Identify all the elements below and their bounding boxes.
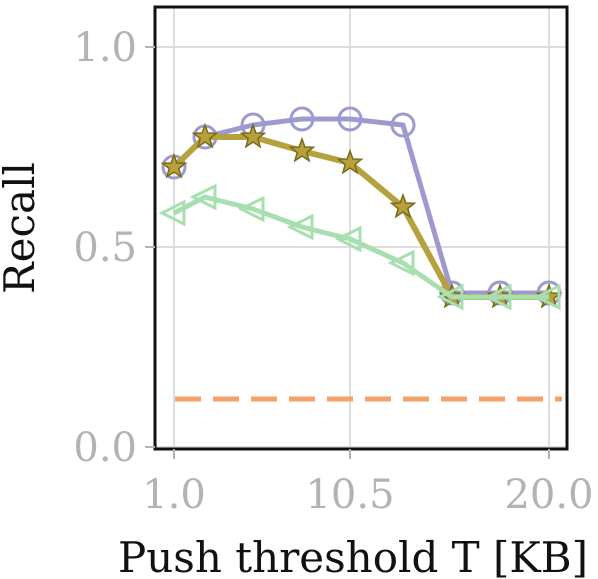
ticks: 0.0 0.5 1.0 1.0 10.5 20.0	[73, 25, 593, 518]
data-point-triangle	[484, 283, 512, 311]
y-tick-label: 1.0	[73, 25, 137, 71]
data-point-star	[191, 122, 219, 149]
series-line	[172, 116, 549, 296]
data-point-circle	[390, 112, 416, 138]
data-point-star	[389, 192, 417, 219]
data-point-circle	[337, 106, 363, 132]
data-point-star	[160, 152, 188, 179]
series-1	[160, 122, 563, 309]
data-point-triangle	[158, 199, 186, 227]
y-tick-label: 0.5	[73, 225, 137, 271]
series-layer	[158, 106, 563, 402]
y-tick-label: 0.0	[73, 425, 137, 471]
data-point-triangle	[436, 283, 464, 311]
data-point-star	[336, 148, 364, 175]
x-axis-title: Push threshold T [KB]	[118, 533, 588, 579]
x-tick-label: 10.5	[305, 472, 394, 518]
data-point-triangle	[286, 213, 314, 241]
data-point-star	[288, 136, 316, 163]
data-point-star	[239, 122, 267, 149]
data-point-triangle	[533, 283, 561, 311]
series-line	[171, 134, 549, 300]
series-2	[158, 183, 561, 311]
grid	[155, 7, 567, 449]
data-point-triangle	[387, 249, 415, 277]
data-point-triangle	[334, 225, 362, 253]
x-tick-label: 20.0	[504, 472, 593, 518]
data-point-circle	[289, 106, 315, 132]
series-line	[172, 194, 549, 300]
data-point-triangle	[237, 195, 265, 223]
data-point-triangle	[189, 183, 217, 211]
y-axis-title: Recall	[0, 162, 44, 294]
x-tick-label: 1.0	[142, 472, 206, 518]
plot-frame	[153, 5, 569, 451]
